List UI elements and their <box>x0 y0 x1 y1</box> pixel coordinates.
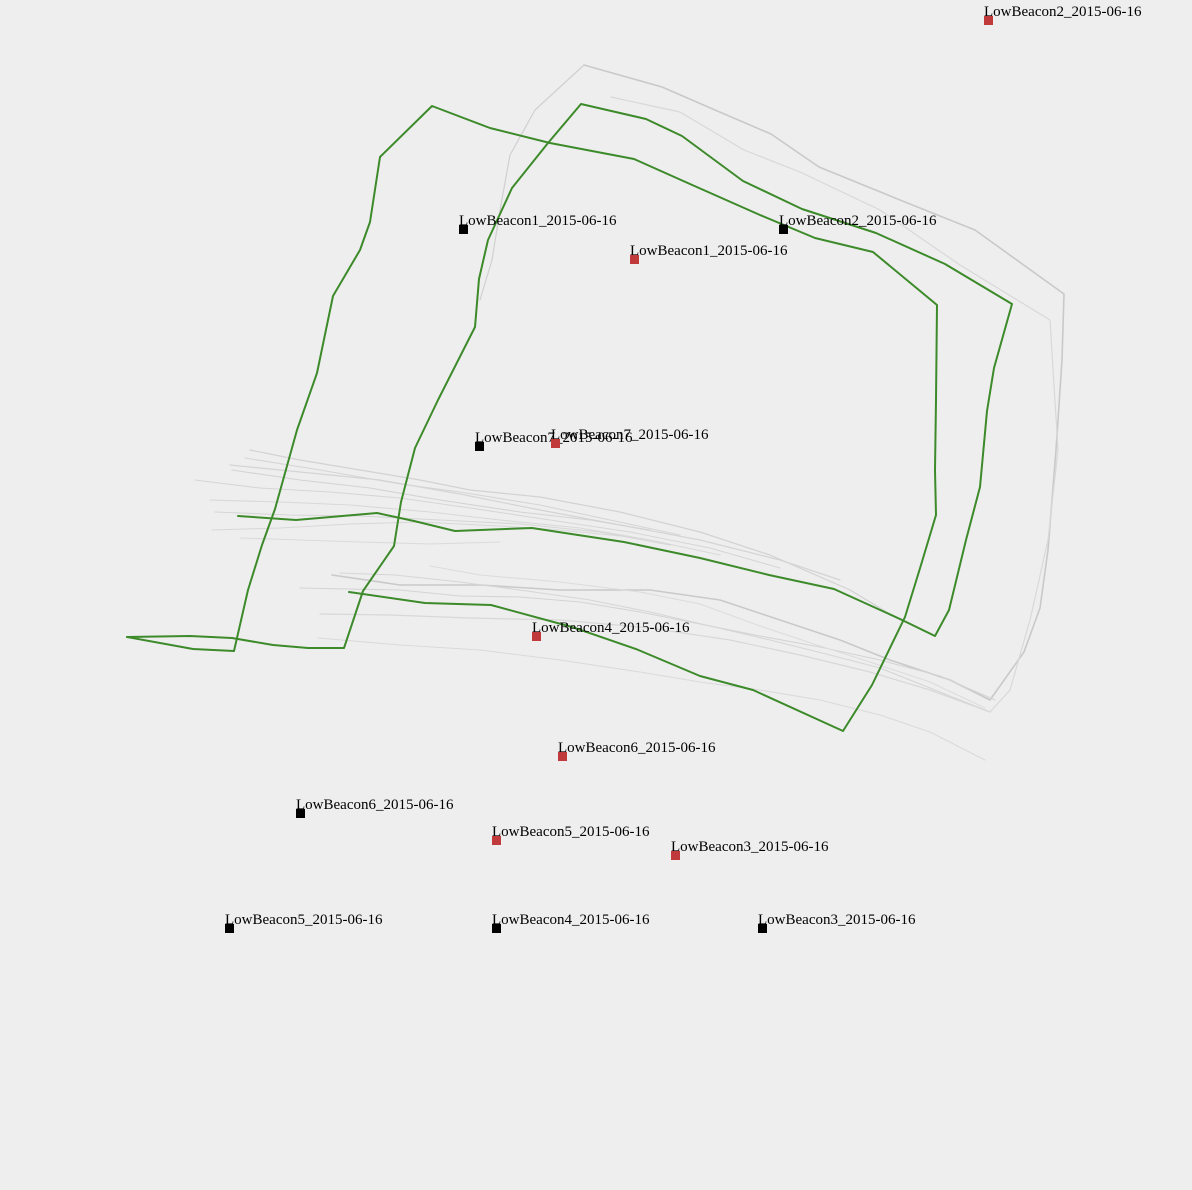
beacon-marker <box>984 16 993 25</box>
faint-track-west-arc <box>479 64 585 301</box>
beacon-label: LowBeacon5_2015-06-16 <box>225 912 383 928</box>
faint-track-bundle-1 <box>249 449 901 621</box>
beacon-black-1[interactable]: LowBeacon1_2015-06-16 <box>459 213 617 234</box>
beacon-marker <box>492 836 501 845</box>
beacon-label: LowBeacon7_2015-06-16 <box>551 427 709 443</box>
beacon-label: LowBeacon6_2015-06-16 <box>558 740 716 756</box>
beacon-marker <box>459 225 468 234</box>
faint-track-bundle-5 <box>214 511 671 546</box>
beacons-group: LowBeacon1_2015-06-16 LowBeacon2_2015-06… <box>225 4 1142 933</box>
faint-track-long-diag <box>429 565 986 709</box>
beacon-label: LowBeacon1_2015-06-16 <box>459 213 617 229</box>
beacon-marker <box>296 809 305 818</box>
beacon-marker <box>225 924 234 933</box>
faint-track-bundle-9 <box>244 457 681 536</box>
beacon-label: LowBeacon4_2015-06-16 <box>492 912 650 928</box>
beacon-black-6[interactable]: LowBeacon6_2015-06-16 <box>296 797 454 818</box>
green-track-outer <box>126 103 1013 649</box>
beacon-marker <box>630 255 639 264</box>
beacon-marker <box>532 632 541 641</box>
beacon-red-2[interactable]: LowBeacon2_2015-06-16 <box>984 4 1142 25</box>
beacon-black-5[interactable]: LowBeacon5_2015-06-16 <box>225 912 383 933</box>
beacon-label: LowBeacon2_2015-06-16 <box>984 4 1142 20</box>
beacon-label: LowBeacon7_2015-06-16 <box>475 430 633 446</box>
faint-track-south-east <box>317 637 986 761</box>
beacon-label: LowBeacon6_2015-06-16 <box>296 797 454 813</box>
beacon-marker <box>671 851 680 860</box>
beacon-marker <box>551 439 560 448</box>
faint-track-bundle-3 <box>194 479 781 569</box>
beacon-red-1[interactable]: LowBeacon1_2015-06-16 <box>630 243 788 264</box>
beacon-label: LowBeacon1_2015-06-16 <box>630 243 788 259</box>
beacon-red-3[interactable]: LowBeacon3_2015-06-16 <box>671 839 829 860</box>
faint-track-bundle-2 <box>229 464 841 581</box>
beacon-marker <box>779 225 788 234</box>
beacon-red-6[interactable]: LowBeacon6_2015-06-16 <box>558 740 716 761</box>
faint-tracks-group <box>194 64 1065 761</box>
beacon-red-5[interactable]: LowBeacon5_2015-06-16 <box>492 824 650 845</box>
beacon-marker <box>758 924 767 933</box>
beacon-label: LowBeacon3_2015-06-16 <box>671 839 829 855</box>
beacon-label: LowBeacon3_2015-06-16 <box>758 912 916 928</box>
faint-track-south-east-3 <box>339 572 991 713</box>
beacon-marker <box>475 442 484 451</box>
faint-track-south-east-2 <box>299 587 996 701</box>
beacon-red-7[interactable]: LowBeacon7_2015-06-16 <box>551 427 709 448</box>
beacon-label: LowBeacon5_2015-06-16 <box>492 824 650 840</box>
beacon-marker <box>558 752 567 761</box>
faint-track-bundle-8 <box>231 469 651 531</box>
beacon-red-4[interactable]: LowBeacon4_2015-06-16 <box>532 620 690 641</box>
beacon-marker <box>492 924 501 933</box>
faint-track-bundle-6 <box>211 521 621 537</box>
beacon-black-2[interactable]: LowBeacon2_2015-06-16 <box>779 213 937 234</box>
faint-track-outer-loop <box>331 64 1065 701</box>
primary-tracks-group <box>126 103 1013 732</box>
beacon-black-3[interactable]: LowBeacon3_2015-06-16 <box>758 912 916 933</box>
faint-track-bundle-7 <box>239 537 501 545</box>
beacon-black-7[interactable]: LowBeacon7_2015-06-16 <box>475 430 633 451</box>
beacon-black-4[interactable]: LowBeacon4_2015-06-16 <box>492 912 650 933</box>
faint-track-bundle-4 <box>209 499 721 556</box>
beacon-label: LowBeacon4_2015-06-16 <box>532 620 690 636</box>
green-track-inner <box>126 105 938 732</box>
faint-track-inner-loop <box>319 96 1059 713</box>
beacon-label: LowBeacon2_2015-06-16 <box>779 213 937 229</box>
